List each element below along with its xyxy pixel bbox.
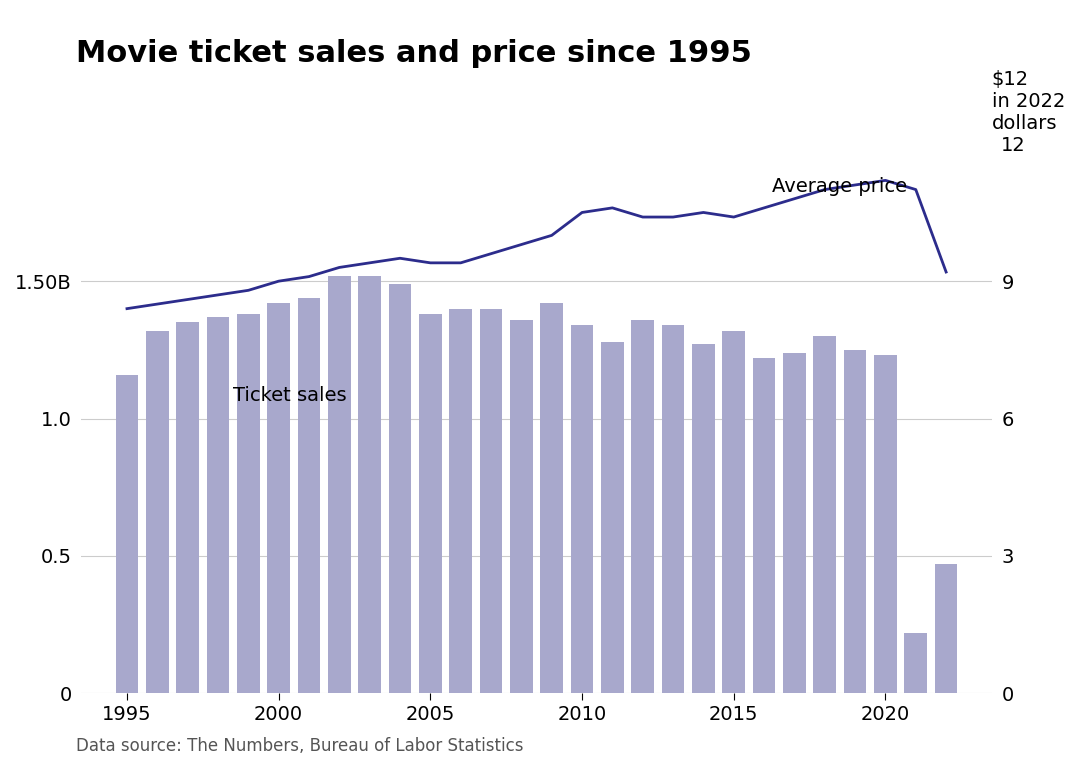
Text: Average price: Average price — [772, 177, 907, 196]
Bar — [632, 320, 654, 694]
Bar — [935, 564, 958, 694]
Bar — [510, 320, 532, 694]
Bar — [146, 330, 168, 694]
Bar — [267, 303, 291, 694]
Bar — [449, 309, 472, 694]
Text: Data source: The Numbers, Bureau of Labor Statistics: Data source: The Numbers, Bureau of Labo… — [76, 737, 523, 755]
Text: $12
in 2022
dollars: $12 in 2022 dollars — [991, 70, 1065, 132]
Bar — [359, 276, 381, 694]
Bar — [843, 350, 866, 694]
Bar — [116, 375, 138, 694]
Bar — [874, 356, 896, 694]
Bar — [480, 309, 502, 694]
Bar — [753, 358, 775, 694]
Bar — [298, 298, 321, 694]
Bar — [783, 353, 806, 694]
Bar — [419, 314, 442, 694]
Bar — [813, 336, 836, 694]
Bar — [206, 317, 229, 694]
Text: Ticket sales: Ticket sales — [233, 386, 347, 404]
Bar — [723, 330, 745, 694]
Text: Movie ticket sales and price since 1995: Movie ticket sales and price since 1995 — [76, 38, 752, 68]
Bar — [328, 276, 351, 694]
Bar — [662, 325, 685, 694]
Bar — [176, 323, 199, 694]
Bar — [237, 314, 259, 694]
Bar — [904, 633, 927, 694]
Bar — [570, 325, 593, 694]
Bar — [600, 342, 624, 694]
Bar — [692, 344, 715, 694]
Bar — [389, 284, 411, 694]
Bar — [540, 303, 563, 694]
